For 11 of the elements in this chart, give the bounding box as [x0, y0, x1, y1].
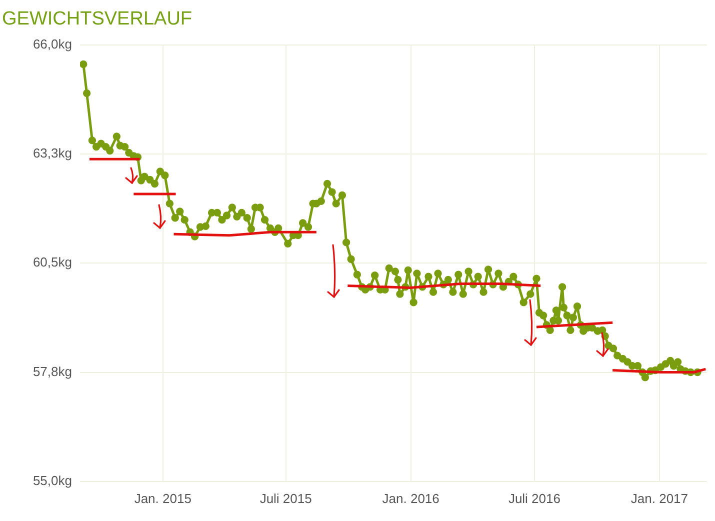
chart-title: GEWICHTSVERLAUF	[2, 8, 192, 30]
y-tick-label: 55,0kg	[32, 472, 72, 488]
x-tick-label: Jan. 2017	[630, 490, 688, 506]
y-tick-label: 60,5kg	[32, 254, 72, 270]
x-tick-label: Jan. 2016	[382, 490, 440, 506]
x-tick-label: Juli 2016	[508, 490, 560, 506]
y-tick-label: 63,3kg	[32, 146, 72, 161]
x-tick-label: Jan. 2015	[134, 490, 192, 506]
x-tick-label: Juli 2015	[260, 490, 312, 506]
y-tick-label: 66,0kg	[32, 36, 72, 52]
y-tick-label: 57,8kg	[32, 364, 72, 379]
